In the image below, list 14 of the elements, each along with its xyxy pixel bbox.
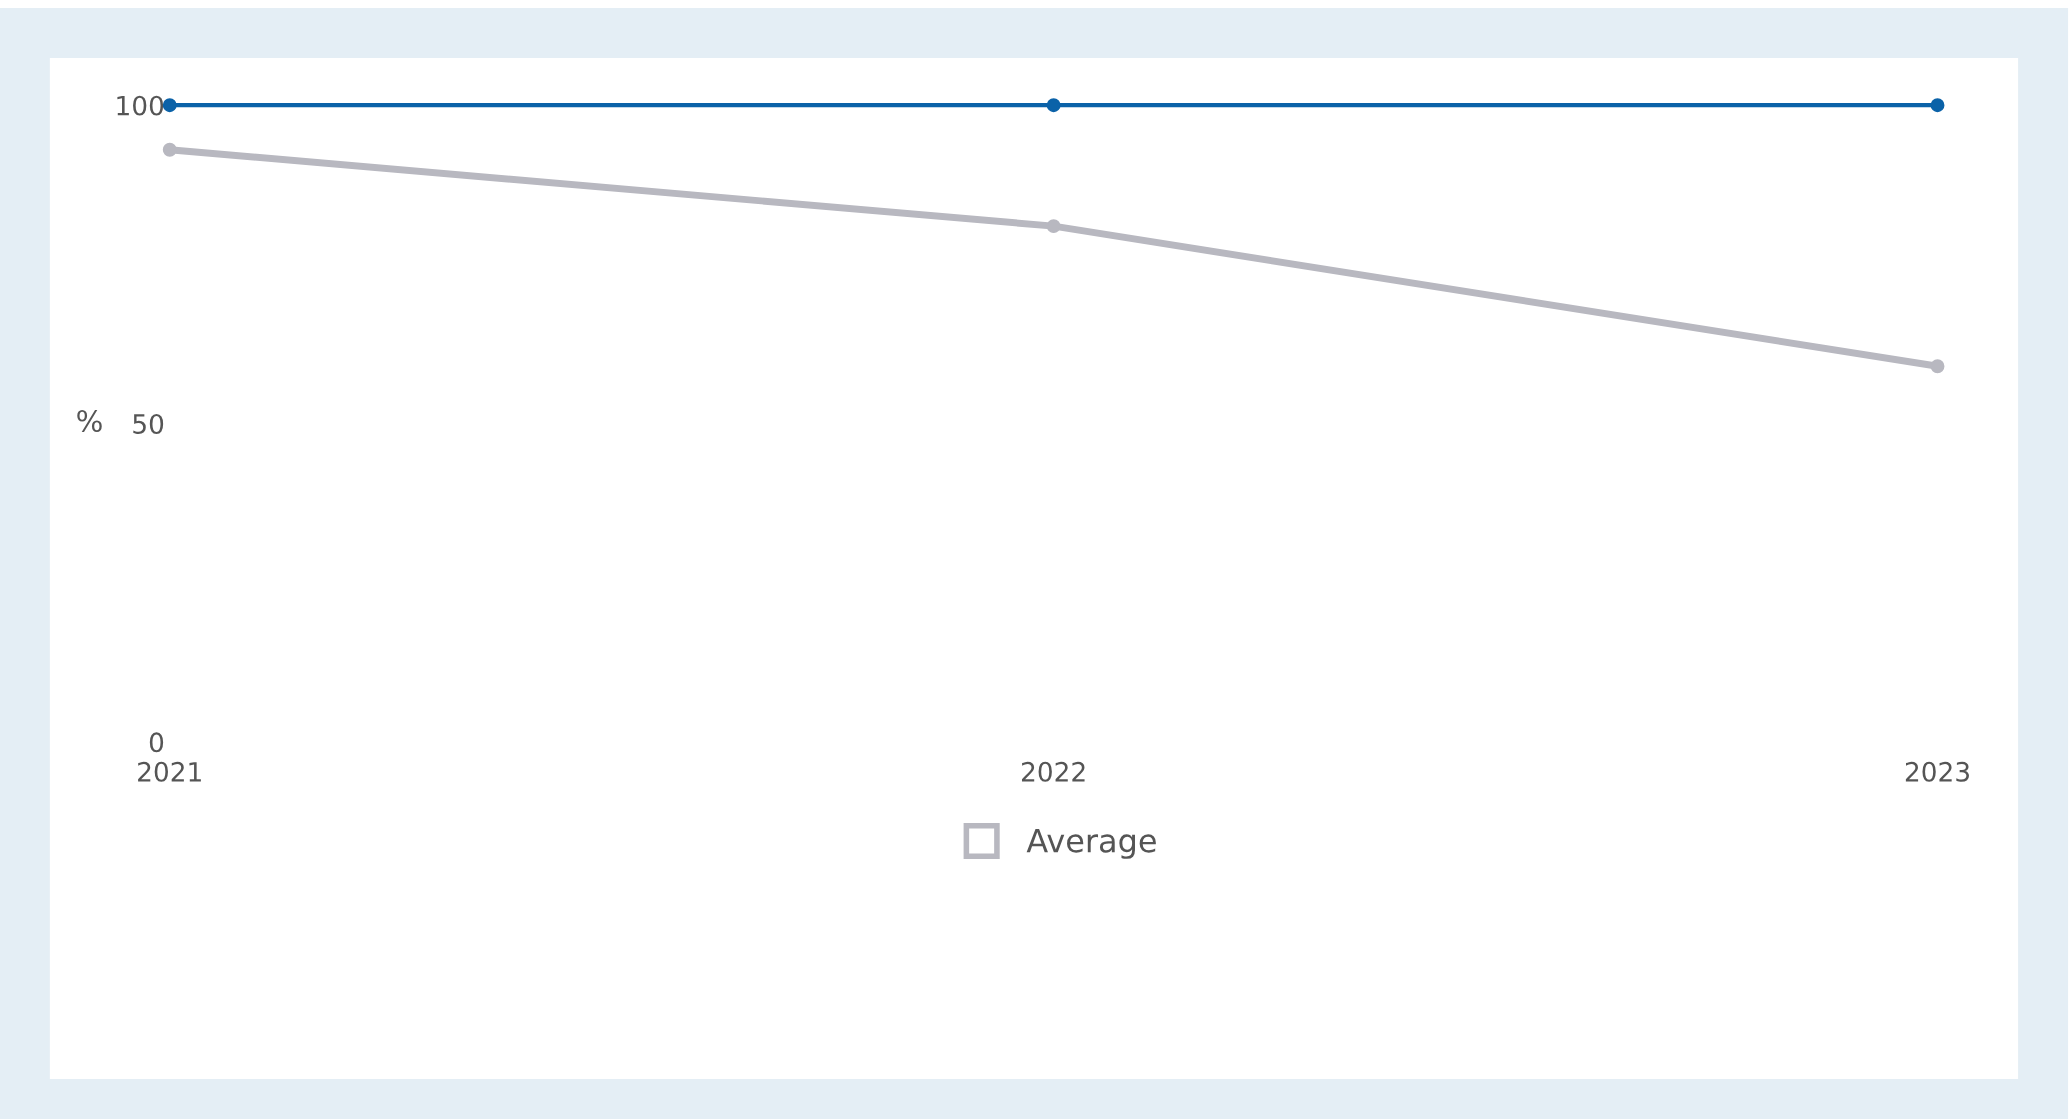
y-tick-label: 100: [117, 95, 164, 116]
y-axis-title: %: [77, 409, 102, 432]
x-tick-label: 2021: [138, 761, 201, 782]
x-tick-label: 2022: [1021, 761, 1085, 782]
point: [1930, 98, 1945, 113]
legend-label: Average: [1026, 828, 1156, 859]
point: [162, 98, 177, 113]
point: [1046, 219, 1061, 234]
point: [1930, 359, 1945, 374]
x-tick-label: 2023: [1905, 761, 1969, 782]
point: [162, 142, 177, 157]
point: [1046, 98, 1061, 113]
y-tick-label: 0: [149, 732, 164, 753]
y-tick-label: 50: [133, 413, 164, 434]
